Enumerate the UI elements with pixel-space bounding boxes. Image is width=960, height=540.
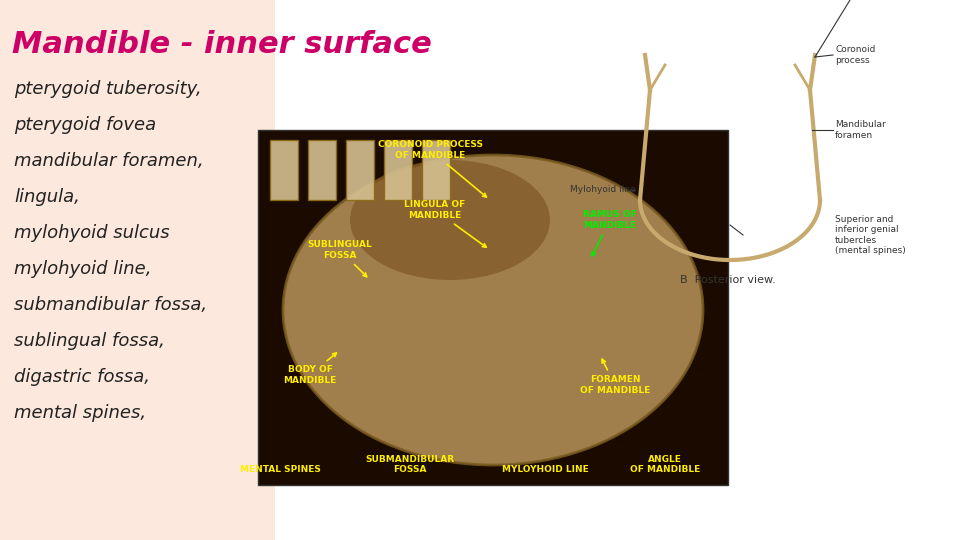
Text: mylohyoid sulcus: mylohyoid sulcus — [14, 224, 170, 242]
Text: MENTAL SPINES: MENTAL SPINES — [240, 465, 321, 474]
Bar — [346, 140, 374, 200]
FancyBboxPatch shape — [0, 0, 275, 540]
Bar — [422, 140, 450, 200]
Text: FORAMEN
OF MANDIBLE: FORAMEN OF MANDIBLE — [580, 359, 650, 395]
Text: submandibular fossa,: submandibular fossa, — [14, 296, 207, 314]
Text: mental spines,: mental spines, — [14, 404, 146, 422]
Bar — [384, 140, 412, 200]
Bar — [308, 140, 336, 200]
Text: mylohyoid line,: mylohyoid line, — [14, 260, 152, 278]
Text: B  Posterior view.: B Posterior view. — [680, 275, 776, 285]
Text: SUBMANDIBULAR
FOSSA: SUBMANDIBULAR FOSSA — [366, 455, 455, 474]
Text: Mandibular
foramen: Mandibular foramen — [835, 120, 886, 140]
Text: ANGLE
OF MANDIBLE: ANGLE OF MANDIBLE — [630, 455, 700, 474]
Text: LINGULA OF
MANDIBLE: LINGULA OF MANDIBLE — [404, 200, 487, 247]
Text: sublingual fossa,: sublingual fossa, — [14, 332, 165, 350]
Text: Coronoid
process: Coronoid process — [835, 45, 876, 65]
Text: MYLOYHOID LINE: MYLOYHOID LINE — [502, 465, 588, 474]
Text: pterygoid fovea: pterygoid fovea — [14, 116, 156, 134]
Text: mandibular foramen,: mandibular foramen, — [14, 152, 204, 170]
Bar — [270, 140, 298, 200]
Text: digastric fossa,: digastric fossa, — [14, 368, 150, 386]
Text: Mylohyoid line: Mylohyoid line — [570, 186, 636, 194]
Text: SUBLINGUAL
FOSSA: SUBLINGUAL FOSSA — [307, 240, 372, 276]
Ellipse shape — [350, 160, 550, 280]
Text: Mandible - inner surface: Mandible - inner surface — [12, 30, 432, 59]
Text: lingula,: lingula, — [14, 188, 80, 206]
Ellipse shape — [283, 155, 703, 465]
Text: BODY OF
MANDIBLE: BODY OF MANDIBLE — [283, 353, 337, 384]
Bar — [258, 130, 728, 485]
Text: CORONOID PROCESS
OF MANDIBLE: CORONOID PROCESS OF MANDIBLE — [377, 140, 487, 197]
Text: RAMUS OF
MANDIBLE: RAMUS OF MANDIBLE — [583, 210, 636, 256]
Text: pterygoid tuberosity,: pterygoid tuberosity, — [14, 80, 202, 98]
Text: Superior and
inferior genial
tubercles
(mental spines): Superior and inferior genial tubercles (… — [835, 215, 905, 255]
